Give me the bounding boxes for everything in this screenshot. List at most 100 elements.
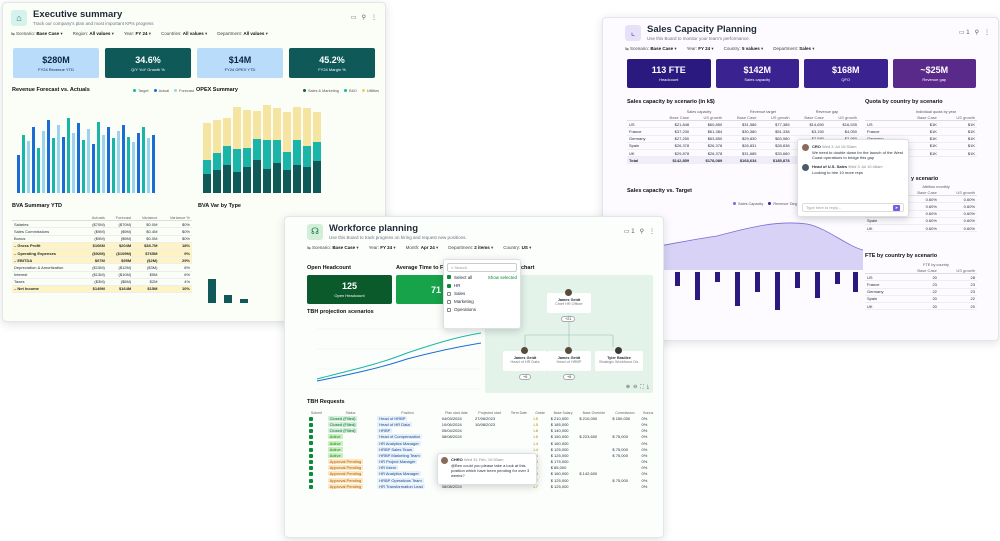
table-cell[interactable]: 10/06/2024 bbox=[441, 421, 462, 427]
table-cell[interactable]: 27/06/2023 bbox=[475, 415, 496, 421]
org-expand-badge[interactable]: +21 bbox=[561, 316, 576, 322]
table-cell[interactable]: $ 75,000 bbox=[612, 452, 628, 458]
position-cell[interactable]: Head of HR Data bbox=[377, 421, 412, 427]
table-cell[interactable]: $28,838 bbox=[758, 142, 792, 150]
fit-icon[interactable]: ⛶ bbox=[640, 384, 644, 390]
table-cell[interactable]: $ 185,000 bbox=[550, 421, 569, 427]
table-cell[interactable]: $29,878 bbox=[656, 149, 692, 158]
more-icon[interactable]: ⋮ bbox=[371, 15, 377, 21]
table-cell[interactable]: 0% bbox=[641, 415, 648, 421]
table-cell[interactable]: $4,050 bbox=[825, 127, 859, 136]
filter-month[interactable]: Month: Apr 24 ▾ bbox=[405, 245, 439, 250]
status-badge[interactable]: Approval Pending bbox=[327, 477, 364, 483]
table-cell[interactable]: $ 125,000 bbox=[550, 477, 569, 483]
position-cell[interactable]: HRBP Sales Team bbox=[377, 446, 415, 452]
filter-department[interactable]: Department: Sales ▾ bbox=[773, 46, 815, 51]
table-cell[interactable]: UK bbox=[627, 149, 657, 158]
table-cell[interactable]: $ 150,000 bbox=[612, 415, 631, 421]
comment-icon[interactable]: ▭ 1 bbox=[623, 229, 635, 235]
table-cell[interactable]: US bbox=[627, 120, 657, 129]
table-cell[interactable]: 0% bbox=[641, 434, 648, 440]
reply-input[interactable]: Type here to reply... bbox=[806, 205, 842, 210]
send-icon[interactable]: ➤ bbox=[893, 204, 900, 211]
table-cell[interactable]: L4 bbox=[533, 446, 538, 452]
submit-checkbox[interactable] bbox=[309, 484, 313, 489]
org-expand-badge[interactable]: +6 bbox=[519, 374, 532, 380]
submit-checkbox[interactable] bbox=[309, 472, 313, 477]
table-cell[interactable]: L5 bbox=[533, 434, 538, 440]
status-badge[interactable]: Active bbox=[327, 452, 343, 458]
zoom-out-icon[interactable]: ⊖ bbox=[633, 384, 638, 390]
table-cell[interactable]: $63,850 bbox=[691, 135, 725, 143]
table-cell[interactable]: L7 bbox=[533, 483, 538, 489]
filter-region[interactable]: Region: All values ▾ bbox=[72, 31, 114, 36]
status-badge[interactable]: Active bbox=[327, 440, 343, 446]
submit-checkbox[interactable] bbox=[309, 441, 313, 446]
kpi-card-margin[interactable]: 45.2% FY24 Margin % bbox=[289, 48, 375, 78]
table-cell[interactable]: $ 75,000 bbox=[612, 446, 628, 452]
table-cell[interactable]: 0% bbox=[641, 428, 648, 434]
table-cell[interactable]: 0% bbox=[641, 477, 648, 483]
kpi-card-revenue[interactable]: $280M FY24 Revenue YTD bbox=[13, 48, 99, 78]
table-cell[interactable]: $ 223,600 bbox=[579, 434, 598, 440]
table-cell[interactable]: L5 bbox=[533, 421, 538, 427]
table-cell[interactable]: L6 bbox=[533, 428, 538, 434]
table-cell[interactable]: $ 125,000 bbox=[550, 483, 569, 489]
table-cell[interactable]: 0% bbox=[641, 421, 648, 427]
filter-year[interactable]: Year: FY 24 ▾ bbox=[123, 31, 151, 36]
submit-checkbox[interactable] bbox=[309, 478, 313, 483]
kpi-open-headcount[interactable]: 125 Open Headcount bbox=[307, 275, 392, 304]
table-cell[interactable]: 10/08/2023 bbox=[475, 421, 496, 427]
table-cell[interactable]: $ 75,000 bbox=[612, 434, 628, 440]
table-cell[interactable]: $ 140,000 bbox=[550, 428, 569, 434]
table-cell[interactable]: 0% bbox=[641, 440, 648, 446]
table-cell[interactable]: $26,831 bbox=[724, 142, 759, 150]
kpi-card-growth[interactable]: 34.6% Q/Y YoY Growth % bbox=[105, 48, 191, 78]
table-cell[interactable]: $26,378 bbox=[691, 142, 725, 150]
filter-scenario[interactable]: ⇋ Scenario: Base Case ▾ bbox=[11, 31, 63, 36]
table-cell[interactable]: $178,089 bbox=[691, 156, 725, 165]
filter-country[interactable]: Country: 5 values ▾ bbox=[723, 46, 764, 51]
status-badge[interactable]: Closed (Filled) bbox=[327, 428, 358, 434]
filter-scenario[interactable]: ⇋ Scenario: Base Case ▾ bbox=[307, 245, 359, 250]
submit-checkbox[interactable] bbox=[309, 429, 313, 434]
org-expand-badge[interactable]: +8 bbox=[563, 374, 576, 380]
select-all-checkbox[interactable] bbox=[447, 275, 451, 279]
table-cell[interactable]: $168,634 bbox=[724, 156, 759, 165]
position-cell[interactable]: HR Analytics Manager bbox=[377, 471, 421, 477]
comment-thread-popup[interactable]: CRO Wed 3 Jul 10:30am We need to double … bbox=[797, 139, 909, 217]
org-node-right[interactable]: Tyler Bradlee Strategic Workforce Dir. bbox=[595, 347, 643, 371]
position-cell[interactable]: Head of HRBP bbox=[377, 415, 408, 421]
org-node-top[interactable]: James Geidt Chief HR Officer bbox=[547, 289, 591, 313]
submit-checkbox[interactable] bbox=[309, 435, 313, 440]
table-cell[interactable]: $29,830 bbox=[724, 135, 759, 143]
table-cell[interactable]: $ 175,000 bbox=[550, 459, 569, 465]
position-cell[interactable]: HR Intern bbox=[377, 465, 399, 471]
status-badge[interactable]: Approval Pending bbox=[327, 459, 364, 465]
submit-checkbox[interactable] bbox=[309, 447, 313, 452]
table-cell[interactable]: Germany bbox=[627, 135, 657, 143]
status-badge[interactable]: Closed (Filled) bbox=[327, 421, 358, 427]
more-icon[interactable]: ⋮ bbox=[984, 30, 990, 36]
kpi-card-opex[interactable]: $14M FY24 OPEX YTD bbox=[197, 48, 283, 78]
table-cell[interactable]: $ 125,000 bbox=[550, 452, 569, 458]
org-node-left[interactable]: James Geidt Head of HR Data bbox=[503, 347, 547, 371]
filter-country[interactable]: Country: US ▾ bbox=[503, 245, 532, 250]
table-cell[interactable]: 0% bbox=[641, 452, 648, 458]
table-cell[interactable]: $ 142,600 bbox=[579, 471, 598, 477]
filter-scenario[interactable]: ⇋ Scenario: Base Case ▾ bbox=[625, 46, 677, 51]
position-cell[interactable]: HR Transformation Lead bbox=[377, 483, 425, 489]
show-selected-link[interactable]: Show selected bbox=[487, 275, 517, 280]
table-cell[interactable]: L5 bbox=[533, 415, 538, 421]
table-cell[interactable]: $31,586 bbox=[724, 120, 759, 129]
option-checkbox[interactable] bbox=[447, 283, 451, 288]
table-cell[interactable]: 0% bbox=[641, 446, 648, 452]
status-badge[interactable]: Approval Pending bbox=[327, 483, 364, 489]
table-cell[interactable]: $185,878 bbox=[758, 156, 792, 165]
position-cell[interactable]: HRBP bbox=[377, 428, 393, 434]
position-cell[interactable]: HRBP Marketing Team bbox=[377, 452, 422, 458]
filter-department[interactable]: Department: All values ▾ bbox=[217, 31, 268, 36]
table-cell[interactable]: $27,250 bbox=[656, 135, 692, 143]
table-cell[interactable]: $63,980 bbox=[758, 135, 792, 143]
table-cell[interactable]: 04/03/2024 bbox=[441, 415, 462, 421]
